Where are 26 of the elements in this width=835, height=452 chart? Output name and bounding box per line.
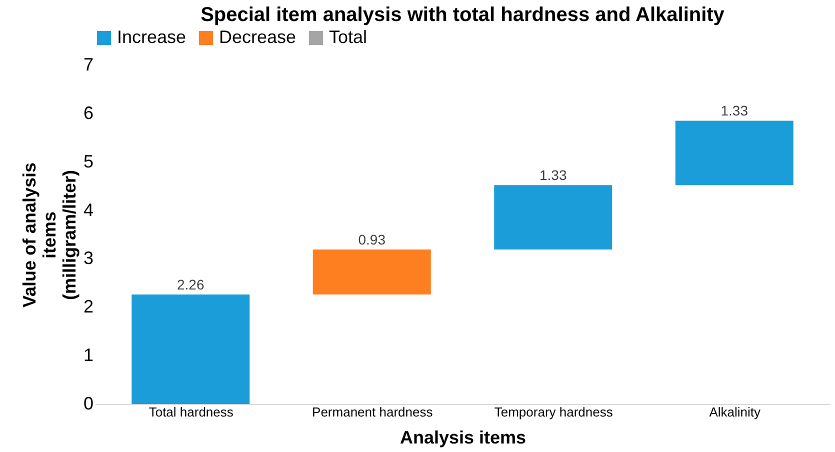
legend-label: Increase (117, 27, 186, 47)
data-label: 0.93 (358, 232, 386, 248)
bar (132, 294, 250, 404)
data-label: 1.33 (540, 167, 567, 184)
y-tick-label: 7 (83, 54, 94, 74)
legend-label: Total (329, 27, 368, 47)
y-tick-label: 0 (83, 394, 94, 414)
x-axis-title: Analysis items (400, 428, 526, 448)
legend-label: Decrease (219, 27, 296, 47)
y-tick-label: 1 (83, 345, 94, 366)
x-tick-label: Total hardness (148, 404, 234, 420)
y-tick-label: 6 (83, 102, 94, 123)
y-axis-title: Value of analysis items (milligram/liter) (19, 162, 80, 308)
y-tick-label: 4 (83, 200, 94, 220)
x-tick-label: Alkalinity (709, 404, 762, 420)
y-tick-label: 5 (83, 151, 94, 172)
y-tick-label: 3 (83, 248, 94, 268)
x-tick-label: Temporary hardness (494, 404, 614, 420)
y-tick-label: 2 (83, 296, 94, 317)
data-label: 1.33 (720, 102, 748, 119)
bar (494, 185, 612, 250)
x-tick-label: Permanent hardness (312, 404, 434, 420)
chart-title: Special item analysis with total hardness and Alkalinity (200, 4, 726, 26)
bar (312, 250, 431, 295)
data-label: 2.26 (177, 276, 204, 293)
bar (675, 120, 794, 186)
